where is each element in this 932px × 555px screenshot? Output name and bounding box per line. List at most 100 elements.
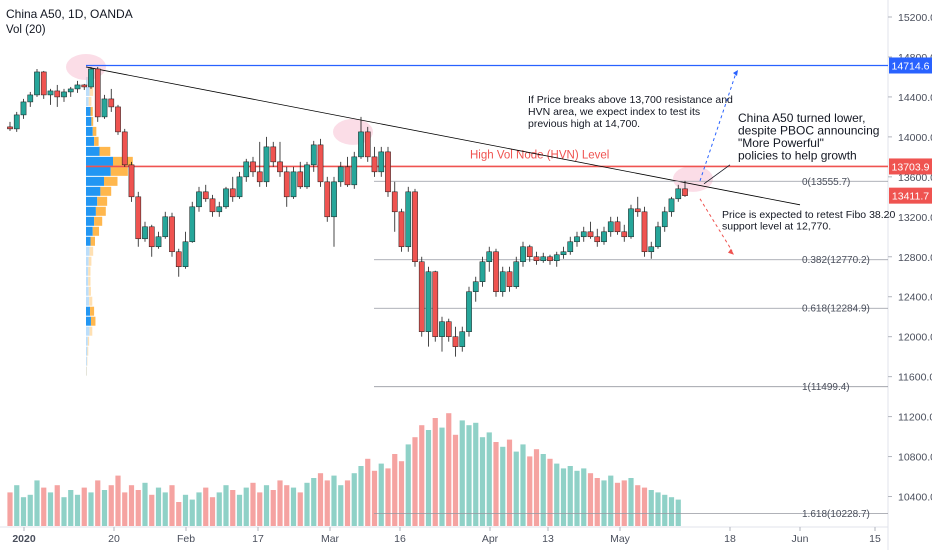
- candle-body: [291, 172, 296, 197]
- volume-profile: [86, 77, 133, 376]
- volume-profile-up: [86, 147, 100, 156]
- volume-bar: [41, 488, 46, 526]
- candle-body: [264, 147, 269, 182]
- candle-body: [122, 132, 127, 165]
- volume-bar: [372, 471, 377, 526]
- candle-body: [142, 227, 147, 239]
- candle-body: [14, 115, 19, 129]
- volume-bar: [331, 476, 336, 526]
- volume-bar: [399, 461, 404, 526]
- annotations: If Price breaks above 13,700 resistance …: [528, 70, 896, 255]
- volume-bar: [433, 418, 438, 526]
- candle-body: [196, 192, 201, 207]
- candle-body: [628, 209, 633, 237]
- volume-bar: [102, 490, 107, 526]
- candle-body: [257, 172, 262, 182]
- volume-profile-down: [89, 257, 92, 266]
- volume-profile-up: [86, 337, 88, 346]
- fib-level-label: 1(11499.4): [802, 382, 850, 393]
- candle-body: [433, 272, 438, 337]
- price-tick-label: 14000.0: [898, 132, 932, 144]
- price-tick-label: 10800.0: [898, 452, 932, 464]
- trendline: [86, 67, 800, 205]
- volume-bar: [628, 478, 633, 526]
- price-tag-label: 13411.7: [892, 191, 929, 203]
- volume-profile-down: [91, 107, 93, 116]
- candle-body: [419, 262, 424, 332]
- volume-bar: [365, 459, 370, 526]
- candle-body: [176, 252, 181, 267]
- volume-bar: [136, 490, 141, 526]
- volume-bar: [176, 502, 181, 526]
- volume-bar: [271, 490, 276, 526]
- volume-bar: [480, 437, 485, 526]
- volume-bar: [82, 488, 87, 526]
- candle-body: [635, 209, 640, 212]
- volume-profile-down: [97, 197, 107, 206]
- candle-body: [622, 232, 627, 237]
- candle-body: [156, 237, 161, 247]
- volume-bar: [122, 492, 127, 526]
- time-tick-label: 18: [724, 533, 736, 545]
- candle-body: [223, 189, 228, 207]
- volume-profile-up: [86, 247, 90, 256]
- volume-bar: [446, 413, 451, 526]
- price-tick-label: 15200.0: [898, 12, 932, 24]
- candle-body: [244, 162, 249, 177]
- candle-body: [453, 337, 458, 347]
- breakout-arrow: [700, 73, 736, 181]
- volume-bar: [338, 485, 343, 526]
- volume-bar: [547, 459, 552, 526]
- candle-body: [298, 172, 303, 187]
- volume-bar: [655, 492, 660, 526]
- volume-bar: [183, 495, 188, 526]
- time-tick-label: 15: [869, 533, 881, 545]
- volume-bar: [358, 466, 363, 526]
- retest-arrowhead: [728, 249, 734, 255]
- volume-profile-up: [86, 87, 90, 96]
- volume-bar: [581, 468, 586, 526]
- volume-bar: [487, 432, 492, 526]
- time-tick-label: 2020: [12, 533, 36, 545]
- volume-profile-up: [86, 287, 89, 296]
- price-tick-label: 11600.0: [898, 372, 932, 384]
- candle-body: [581, 232, 586, 237]
- candle-body: [331, 182, 336, 217]
- time-tick-label: 13: [542, 533, 554, 545]
- candle-body: [203, 192, 208, 199]
- candle-body: [669, 199, 674, 212]
- volume-bar: [574, 471, 579, 526]
- volume-profile-down: [93, 127, 97, 136]
- candle-body: [21, 102, 26, 115]
- volume-bar: [460, 420, 465, 526]
- volume-bar: [595, 478, 600, 526]
- volume-profile-up: [86, 297, 89, 306]
- volume-bar: [237, 495, 242, 526]
- candle-body: [601, 232, 606, 242]
- volume-bar: [284, 485, 289, 526]
- volume-bar: [223, 485, 228, 526]
- volume-profile-down: [96, 207, 106, 216]
- candle-body: [311, 145, 316, 165]
- volume-bar: [473, 423, 478, 526]
- time-tick-label: 20: [108, 533, 120, 545]
- volume-profile-down: [91, 117, 93, 126]
- volume-profile-up: [86, 97, 89, 106]
- volume-bar: [392, 454, 397, 526]
- price-tick-label: 10400.0: [898, 492, 932, 504]
- candle-body: [595, 237, 600, 242]
- candle-body: [500, 272, 505, 292]
- annotation-top-line: If Price breaks above 13,700 resistance …: [528, 94, 733, 106]
- volume-bar: [277, 480, 282, 526]
- volume-profile-down: [88, 267, 90, 276]
- volume-profile-down: [91, 237, 96, 246]
- volume-bar: [325, 480, 330, 526]
- volume-bar: [514, 452, 519, 526]
- volume-bar: [669, 497, 674, 526]
- candle-body: [439, 322, 444, 337]
- candle-body: [541, 257, 546, 261]
- volume-profile-up: [86, 207, 96, 216]
- fib-level-label: 0.618(12284.9): [802, 304, 870, 315]
